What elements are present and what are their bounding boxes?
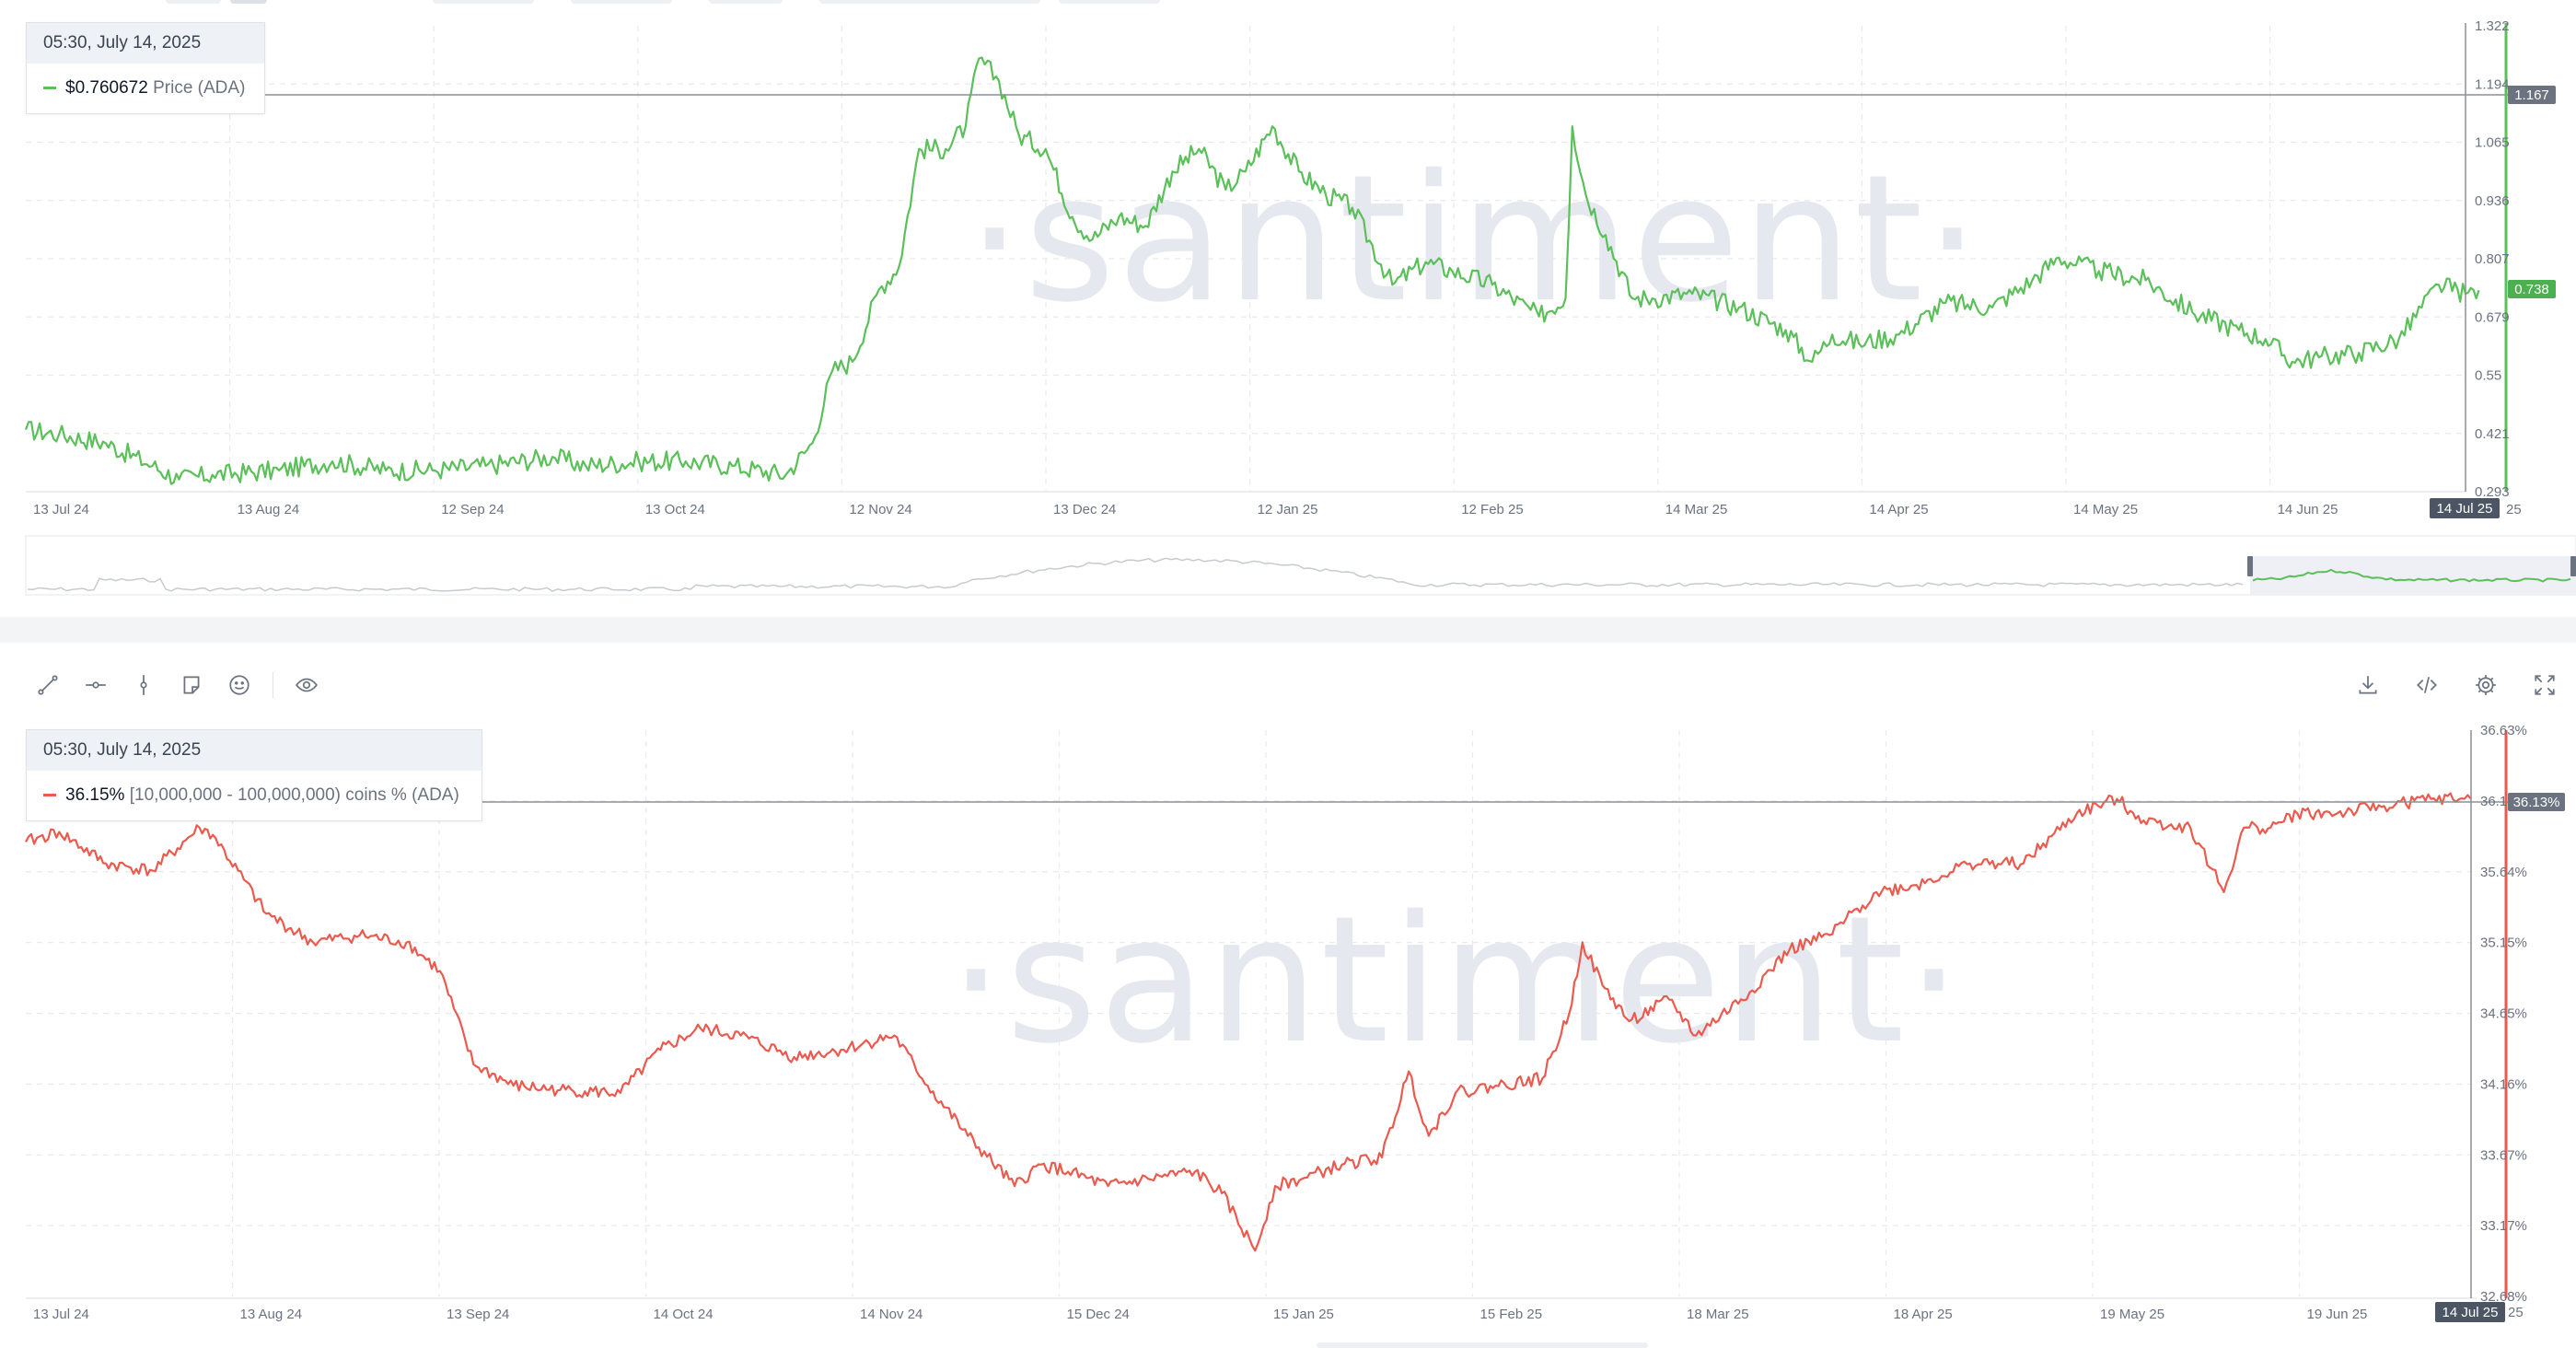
price-x-tick-partial: 25 (2506, 502, 2522, 517)
y-tick-label: 33.17% (2480, 1218, 2527, 1234)
x-tick-label: 12 Nov 24 (849, 502, 911, 517)
x-tick-label: 18 Apr 25 (1894, 1307, 1953, 1322)
note-icon[interactable] (171, 665, 212, 705)
fullscreen-icon[interactable] (2524, 665, 2565, 705)
horizontal-ray-icon[interactable] (75, 665, 116, 705)
y-tick-label: 1.322 (2475, 18, 2510, 34)
y-tick-label: 1.065 (2475, 135, 2510, 151)
holder-x-ticks: 13 Jul 24 13 Aug 24 13 Sep 24 14 Oct 24 14 N… (33, 1307, 2367, 1322)
price-tooltip-date: 05:30, July 14, 2025 (27, 23, 264, 64)
drawing-toolbar (28, 665, 334, 705)
price-crosshair-value-badge: 1.167 (2508, 86, 2556, 104)
holder-legend-swatch (43, 794, 56, 797)
x-tick-label: 13 Jul 24 (33, 1307, 89, 1322)
price-grid (26, 26, 2466, 492)
x-tick-label: 14 May 25 (2073, 502, 2138, 517)
x-tick-label: 19 May 25 (2100, 1307, 2164, 1322)
y-tick-label: 34.65% (2480, 1006, 2527, 1022)
x-tick-label: 14 Oct 24 (654, 1307, 714, 1322)
y-tick-label: 0.55 (2475, 368, 2501, 384)
price-chart: ·santiment· 1.322 1.194 1.065 0.936 0.807 0.6… (24, 18, 2556, 518)
holder-tooltip-row: 36.15% [10,000,000 - 100,000,000) coins … (27, 771, 482, 820)
y-tick-label: 0.421 (2475, 426, 2510, 442)
embed-code-icon[interactable] (2407, 665, 2447, 705)
svg-text:14 Jul 25: 14 Jul 25 (2437, 501, 2493, 517)
line-draw-icon[interactable] (28, 665, 68, 705)
price-tooltip-row: $0.760672 Price (ADA) (27, 64, 264, 113)
price-y-ticks: 1.322 1.194 1.065 0.936 0.807 0.679 0.55 0.421 0… (2475, 18, 2510, 500)
vertical-line-icon[interactable] (123, 665, 164, 705)
x-tick-label: 13 Dec 24 (1053, 502, 1116, 517)
holder-tooltip-label: [10,000,000 - 100,000,000) coins % (ADA) (129, 785, 459, 805)
download-icon[interactable] (2348, 665, 2388, 705)
y-tick-label: 0.293 (2475, 484, 2510, 500)
holder-tooltip: 05:30, July 14, 2025 36.15% [10,000,000 … (26, 729, 482, 821)
x-tick-label: 15 Feb 25 (1480, 1307, 1543, 1322)
svg-text:36.13%: 36.13% (2513, 795, 2560, 810)
x-tick-label: 13 Aug 24 (240, 1307, 303, 1322)
price-x-ticks: 13 Jul 24 13 Aug 24 12 Sep 24 13 Oct 24 12 N… (33, 502, 2338, 517)
chart-actions-toolbar (2329, 665, 2565, 705)
x-tick-label: 14 Nov 24 (860, 1307, 922, 1322)
holder-chart: ·santiment· 36.63% 36.13% 35.64% 35.15% 34.6… (25, 723, 2565, 1348)
x-tick-label: 14 Jun 25 (2278, 502, 2338, 517)
panel-separator (0, 617, 2576, 643)
svg-text:1.167: 1.167 (2514, 87, 2549, 103)
y-tick-label: 36.63% (2480, 723, 2527, 738)
holder-tooltip-value: 36.15% (65, 785, 125, 805)
x-tick-label: 12 Jan 25 (1258, 502, 1318, 517)
x-tick-label: 12 Sep 24 (441, 502, 504, 517)
y-tick-label: 34.16% (2480, 1076, 2527, 1092)
holder-series-line (25, 792, 2472, 1252)
y-tick-label: 0.679 (2475, 309, 2510, 325)
x-tick-label: 15 Jan 25 (1273, 1307, 1334, 1322)
x-tick-label: 13 Aug 24 (238, 502, 300, 517)
navigator-line (27, 557, 2244, 592)
price-crosshair-date-badge: 14 Jul 25 (2430, 498, 2500, 518)
settings-gear-icon[interactable] (2466, 665, 2506, 705)
y-tick-label: 32.68% (2480, 1289, 2527, 1305)
x-tick-label: 13 Sep 24 (447, 1307, 509, 1322)
y-tick-label: 1.194 (2475, 76, 2510, 92)
emoji-icon[interactable] (219, 665, 260, 705)
range-navigator[interactable] (25, 535, 2576, 596)
navigator-selected-line (2252, 568, 2571, 583)
x-tick-label: 15 Dec 24 (1067, 1307, 1130, 1322)
x-tick-label: 19 Jun 25 (2307, 1307, 2368, 1322)
x-tick-label: 14 Mar 25 (1665, 502, 1728, 517)
y-tick-label: 33.67% (2480, 1147, 2527, 1163)
watermark: ·santiment· (967, 137, 1982, 341)
y-tick-label: 0.936 (2475, 193, 2510, 209)
x-tick-label: 13 Oct 24 (645, 502, 705, 517)
holder-navigator-remnant (1317, 1342, 1648, 1348)
watermark-bottom: ·santiment· (948, 878, 1964, 1082)
x-tick-label: 12 Feb 25 (1461, 502, 1524, 517)
x-tick-label: 14 Apr 25 (1869, 502, 1928, 517)
holder-x-tick-partial: 25 (2508, 1305, 2524, 1320)
price-tooltip: 05:30, July 14, 2025 $0.760672 Price (AD… (26, 22, 265, 114)
x-tick-label: 13 Jul 24 (33, 502, 89, 517)
price-tooltip-value: $0.760672 (65, 78, 148, 98)
y-tick-label: 0.807 (2475, 251, 2510, 267)
holder-tooltip-date: 05:30, July 14, 2025 (27, 730, 482, 771)
y-tick-label: 35.64% (2480, 865, 2527, 880)
svg-text:14 Jul 25: 14 Jul 25 (2443, 1305, 2499, 1320)
price-legend-swatch (43, 87, 56, 90)
holder-crosshair-value-badge: 36.13% (2508, 793, 2565, 811)
holder-grid (26, 730, 2471, 1296)
holder-crosshair-date-badge: 14 Jul 25 (2435, 1302, 2505, 1322)
navigator-left-handle[interactable] (2247, 556, 2253, 576)
svg-text:0.738: 0.738 (2514, 282, 2549, 297)
y-tick-label: 35.15% (2480, 935, 2527, 951)
x-tick-label: 18 Mar 25 (1687, 1307, 1749, 1322)
price-series-line (24, 56, 2480, 485)
top-toolbar-remnant (0, 0, 2576, 6)
navigator-right-handle[interactable] (2570, 556, 2576, 576)
eye-icon[interactable] (286, 665, 327, 705)
price-tooltip-label: Price (ADA) (153, 78, 246, 98)
price-last-value-badge: 0.738 (2508, 280, 2556, 298)
